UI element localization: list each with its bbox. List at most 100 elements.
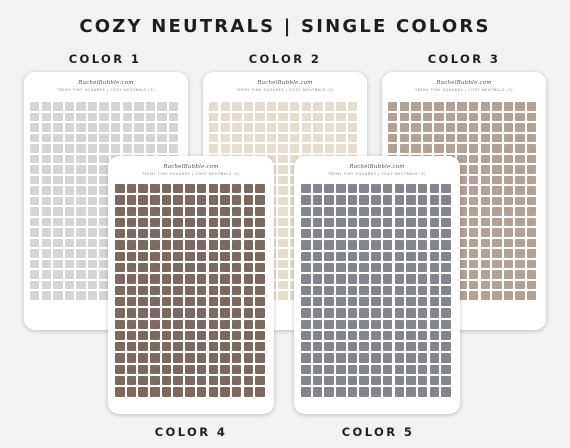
- color-square: [382, 387, 393, 397]
- color-square: [290, 102, 300, 111]
- color-square: [30, 175, 40, 184]
- color-square: [76, 270, 86, 279]
- color-square: [255, 308, 265, 318]
- color-square: [394, 240, 405, 250]
- color-square: [406, 285, 416, 295]
- color-square: [173, 240, 184, 250]
- color-square: [115, 330, 125, 341]
- color-square: [126, 206, 137, 216]
- color-square: [359, 184, 370, 194]
- color-square: [76, 102, 86, 111]
- color-square: [347, 133, 358, 142]
- color-square: [243, 263, 254, 273]
- color-square: [196, 217, 207, 228]
- color-square: [255, 387, 265, 397]
- color-square: [492, 102, 502, 111]
- color-square: [347, 353, 358, 363]
- color-square: [503, 175, 514, 184]
- color-square: [371, 319, 381, 329]
- color-square: [255, 133, 265, 142]
- color-square: [41, 175, 51, 184]
- color-square: [388, 102, 398, 111]
- color-square: [417, 240, 428, 250]
- color-square: [173, 342, 184, 352]
- color-square: [220, 319, 230, 329]
- color-square: [255, 296, 265, 307]
- color-square: [515, 249, 525, 258]
- color-square: [469, 217, 479, 226]
- color-square: [324, 144, 335, 153]
- color-square: [115, 353, 125, 363]
- color-square: [208, 376, 219, 386]
- color-square: [290, 112, 300, 121]
- color-square: [429, 376, 440, 386]
- color-square: [503, 133, 514, 142]
- color-square: [243, 133, 254, 142]
- color-square: [441, 342, 451, 352]
- color-square: [64, 207, 75, 216]
- color-square: [138, 263, 148, 273]
- color-square: [99, 165, 109, 174]
- color-square: [134, 133, 144, 142]
- color-square: [301, 330, 311, 341]
- color-square: [417, 330, 428, 341]
- color-square: [503, 102, 514, 111]
- color-square: [336, 319, 346, 329]
- color-square: [526, 112, 537, 121]
- color-square: [185, 319, 195, 329]
- color-square: [417, 184, 428, 194]
- color-square: [441, 251, 451, 262]
- color-square: [417, 376, 428, 386]
- color-square: [429, 330, 440, 341]
- color-square: [359, 308, 370, 318]
- color-square: [76, 154, 86, 163]
- color-square: [394, 376, 405, 386]
- color-square: [312, 251, 323, 262]
- color-square: [359, 353, 370, 363]
- color-square: [30, 228, 40, 237]
- color-square: [526, 228, 537, 237]
- color-square: [231, 195, 242, 205]
- color-square: [64, 165, 75, 174]
- color-square: [324, 102, 335, 111]
- color-square: [161, 364, 172, 375]
- color-square: [76, 228, 86, 237]
- color-square: [399, 123, 409, 132]
- color-square: [480, 186, 491, 195]
- color-square: [266, 144, 277, 153]
- color-square: [417, 229, 428, 239]
- color-square: [196, 206, 207, 216]
- color-square: [41, 217, 51, 226]
- color-square: [492, 249, 502, 258]
- color-square: [347, 342, 358, 352]
- color-square: [371, 330, 381, 341]
- color-square: [220, 133, 230, 142]
- color-square: [515, 165, 525, 174]
- color-square: [173, 308, 184, 318]
- color-square: [115, 274, 125, 284]
- color-square: [168, 123, 179, 132]
- color-square: [231, 285, 242, 295]
- color-square: [64, 196, 75, 205]
- color-square: [220, 102, 230, 111]
- color-square: [406, 342, 416, 352]
- color-square: [161, 308, 172, 318]
- color-square: [30, 259, 40, 268]
- color-square: [111, 133, 121, 142]
- color-square: [64, 175, 75, 184]
- color-square: [324, 285, 334, 295]
- color-square: [382, 229, 393, 239]
- color-square: [76, 175, 86, 184]
- color-square: [115, 376, 125, 386]
- color-square: [394, 229, 405, 239]
- color-square: [457, 133, 467, 142]
- color-square: [347, 251, 358, 262]
- color-square: [76, 238, 86, 247]
- color-square: [99, 144, 109, 153]
- color-square: [150, 376, 160, 386]
- color-square: [388, 123, 398, 132]
- color-square: [87, 270, 98, 279]
- color-square: [220, 206, 230, 216]
- color-square: [243, 144, 254, 153]
- color-square: [115, 184, 125, 194]
